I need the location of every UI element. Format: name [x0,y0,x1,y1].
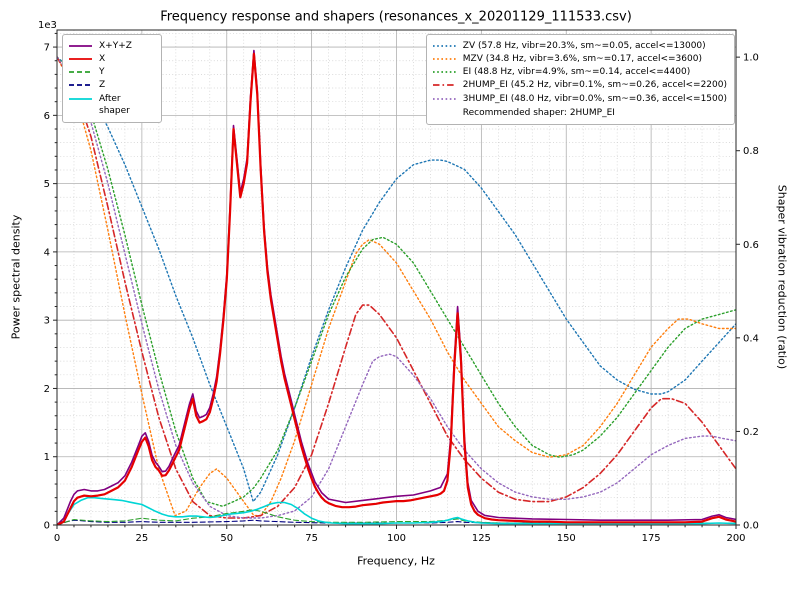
series-2hump-ei [57,56,736,519]
y-right-tick-label: 1.0 [743,53,759,64]
legend-psd: X+Y+Z X Y Z After shaper [62,34,162,123]
chart-title: Frequency response and shapers (resonanc… [160,9,632,25]
legend-item-label: 2HUMP_EI (45.2 Hz, vibr=0.1%, sm~=0.26, … [462,80,727,91]
legend-line-sample [69,84,92,87]
legend-item-label: Y [99,67,105,78]
y-right-tick-label: 0.8 [743,146,759,157]
y-left-tick-label: 6 [44,111,50,122]
legend-item: Z [68,79,154,91]
y-left-tick-label: 2 [44,384,50,395]
series-x [57,52,736,525]
series-layer [57,49,736,525]
series-after-shaper [57,496,736,525]
y-left-tick-label: 3 [44,316,50,327]
y-right-tick-label: 0.0 [743,521,759,532]
legend-item: EI (48.8 Hz, vibr=4.9%, sm~=0.14, accel<… [432,66,727,78]
y-left-tick-label: 7 [44,43,50,54]
x-tick-label: 150 [557,533,576,544]
legend-item-label: X+Y+Z [99,41,132,51]
series-ei [57,56,736,507]
x-tick-label: 25 [136,533,149,544]
legend-item: X [68,53,154,65]
tick-labels: 0 25 50 75 100 125 150 175 200 0 1 2 3 4 5 6 7 0.0 0.2 0.4 0… [44,43,759,544]
x-axis-label: Frequency, Hz [357,554,435,568]
legend-item: X+Y+Z [68,40,154,52]
x-tick-label: 75 [305,533,318,544]
y-left-tick-label: 0 [44,521,50,532]
legend-line-sample [432,84,456,87]
y-axis-offset-text: 1e3 [38,20,57,31]
series-3hump-ei [57,56,736,519]
y-right-tick-label: 0.6 [743,240,759,251]
legend-item-label: EI (48.8 Hz, vibr=4.9%, sm~=0.14, accel<… [462,67,691,78]
legend-item-label: 3HUMP_EI (48.0 Hz, vibr=0.0%, sm~=0.36, … [462,93,727,104]
series-mzv [57,56,736,517]
legend-item-label: ZV (57.8 Hz, vibr=20.3%, sm~=0.05, accel… [462,41,706,51]
x-tick-label: 0 [54,533,60,544]
series-zv [57,56,736,503]
legend-line-sample [69,71,92,74]
ticks [53,32,740,529]
y-left-tick-label: 4 [44,247,50,258]
y-axis-label-left: Power spectral density [9,214,23,340]
legend-line-sample [69,58,92,61]
legend-item: MZV (34.8 Hz, vibr=3.6%, sm~=0.17, accel… [432,53,727,65]
legend-line-sample [69,97,92,100]
series-z [57,519,736,525]
recommended-shaper-note: Recommended shaper: 2HUMP_EI [462,107,615,118]
x-tick-label: 200 [726,533,745,544]
legend-item-label: Z [99,80,106,91]
x-tick-label: 50 [220,533,233,544]
x-tick-label: 175 [642,533,661,544]
legend-item-label: MZV (34.8 Hz, vibr=3.6%, sm~=0.17, accel… [462,54,702,65]
y-left-tick-label: 1 [44,452,50,463]
y-axis-label-right: Shaper vibration reduction (ratio) [775,184,789,370]
x-tick-label: 125 [472,533,491,544]
y-right-tick-label: 0.4 [743,333,759,344]
y-left-tick-label: 5 [44,179,50,190]
x-tick-label: 100 [387,533,406,544]
legend-shapers: ZV (57.8 Hz, vibr=20.3%, sm~=0.05, accel… [425,34,735,125]
legend-line-sample [69,45,92,47]
legend-line-sample [432,45,456,47]
legend-item-label: After shaper [99,93,130,116]
legend-line-sample [432,58,456,61]
legend-item: Y [68,66,154,78]
legend-item: ZV (57.8 Hz, vibr=20.3%, sm~=0.05, accel… [432,40,727,52]
legend-item: 3HUMP_EI (48.0 Hz, vibr=0.0%, sm~=0.36, … [432,93,727,105]
legend-item: 2HUMP_EI (45.2 Hz, vibr=0.1%, sm~=0.26, … [432,79,727,91]
legend-line-sample [432,97,456,100]
legend-item: After shaper [68,93,154,117]
legend-item-label: X [99,54,106,65]
legend-line-sample [432,71,456,74]
y-right-tick-label: 0.2 [743,427,759,438]
